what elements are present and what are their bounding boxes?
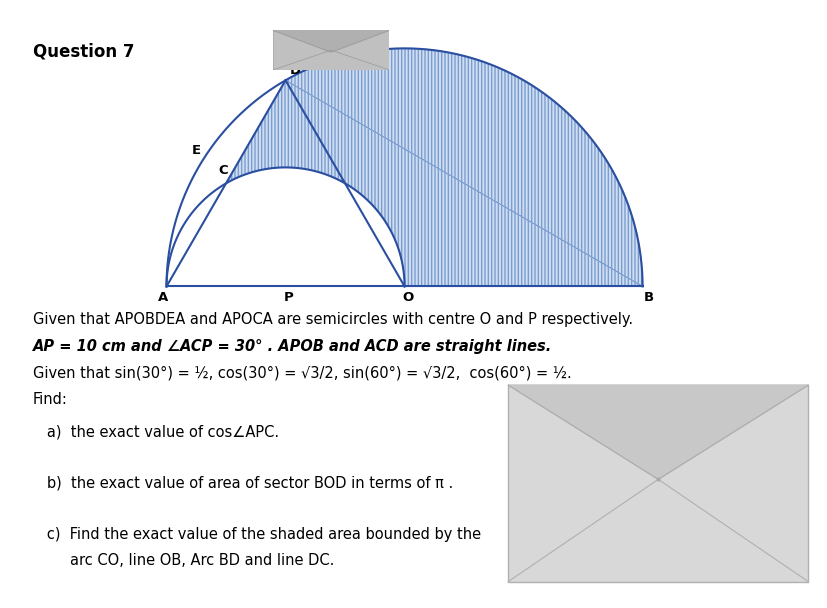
FancyBboxPatch shape — [508, 385, 807, 582]
Text: arc CO, line OB, Arc BD and line DC.: arc CO, line OB, Arc BD and line DC. — [33, 553, 334, 568]
Text: b)  the exact value of area of sector BOD in terms of π .: b) the exact value of area of sector BOD… — [33, 475, 453, 491]
Text: Given that APOBDEA and APOCA are semicircles with centre O and P respectively.: Given that APOBDEA and APOCA are semicir… — [33, 313, 633, 327]
Text: C: C — [218, 164, 228, 177]
Text: D: D — [289, 64, 300, 77]
Text: AP = 10 cm and ∠ACP = 30° . APOB and ACD are straight lines.: AP = 10 cm and ∠ACP = 30° . APOB and ACD… — [33, 339, 552, 354]
FancyBboxPatch shape — [273, 30, 389, 70]
Text: B: B — [643, 291, 653, 303]
Text: O: O — [402, 291, 414, 303]
Text: Given that sin(30°) = ½, cos(30°) = √3/2, sin(60°) = √3/2,  cos(60°) = ½.: Given that sin(30°) = ½, cos(30°) = √3/2… — [33, 365, 571, 381]
Text: Question 7: Question 7 — [33, 43, 135, 61]
Text: P: P — [284, 291, 294, 303]
Polygon shape — [508, 385, 807, 479]
Text: Find:: Find: — [33, 392, 68, 407]
Polygon shape — [273, 30, 389, 52]
Text: E: E — [192, 144, 201, 157]
Polygon shape — [226, 49, 642, 286]
Text: A: A — [158, 291, 168, 303]
Text: a)  the exact value of cos∠APC.: a) the exact value of cos∠APC. — [33, 424, 279, 439]
Text: c)  Find the exact value of the shaded area bounded by the: c) Find the exact value of the shaded ar… — [33, 527, 480, 542]
